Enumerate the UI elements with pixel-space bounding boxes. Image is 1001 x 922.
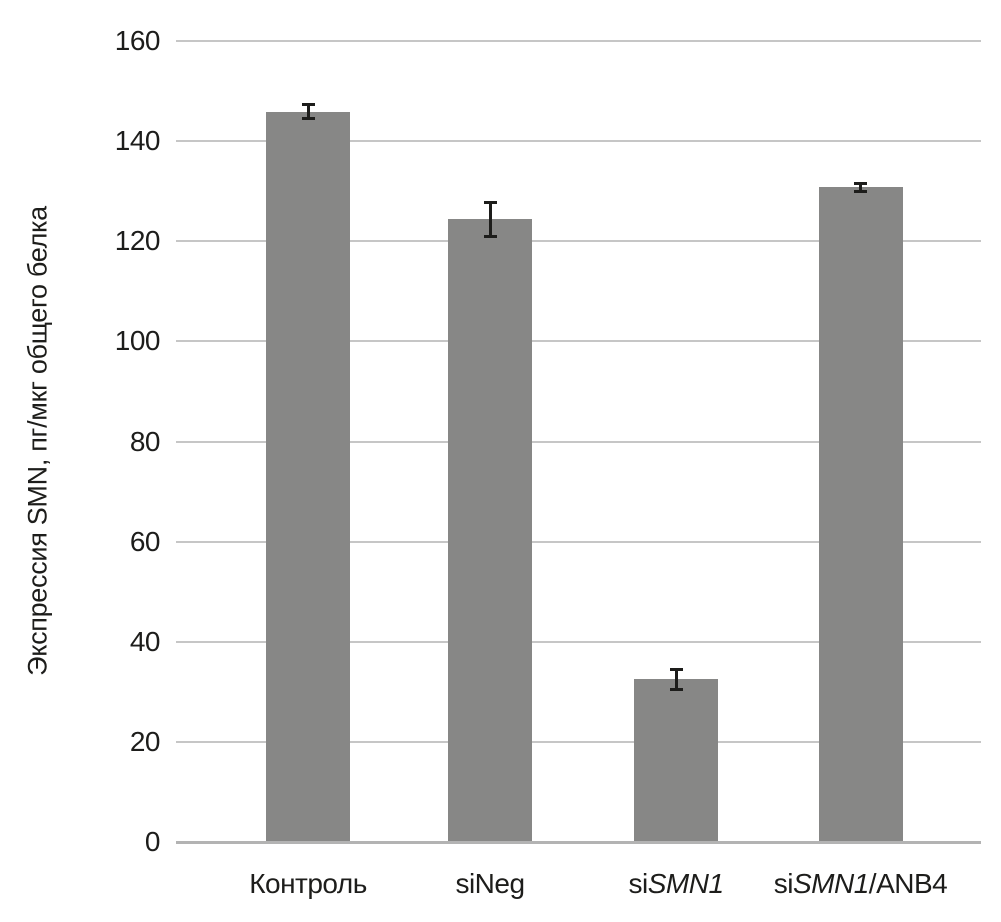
y-tick-label: 160: [114, 25, 161, 56]
y-tick-label: 40: [129, 625, 161, 657]
bar: [818, 187, 903, 842]
error-bar-cap-bottom: [483, 234, 497, 238]
gridline: [176, 740, 981, 743]
y-tick-label: 20: [129, 725, 161, 757]
label-segment: Контроль: [249, 868, 367, 899]
gridline: [176, 140, 981, 143]
x-category-label: siNeg: [370, 868, 610, 900]
error-bar-cap-bottom: [669, 687, 683, 691]
x-category-label: siSMN1/ANB4: [741, 868, 981, 900]
bar: [266, 111, 350, 842]
bar: [634, 679, 718, 842]
y-tick-label: 100: [114, 325, 161, 357]
gridline: [176, 240, 981, 243]
x-axis-line: [176, 841, 981, 844]
gridline: [176, 340, 981, 343]
y-tick-label: 0: [144, 826, 161, 857]
y-tick-label: 120: [114, 225, 161, 257]
gridline: [176, 640, 981, 643]
error-bar-line: [488, 201, 492, 237]
error-bar-cap-bottom: [854, 189, 867, 193]
error-bar-cap-top: [301, 103, 315, 107]
label-segment-italic: SMN1: [647, 868, 724, 899]
plot-area: [176, 40, 981, 844]
y-tick-label: 80: [129, 425, 161, 457]
gridline: [176, 440, 981, 443]
error-bar-line: [859, 182, 862, 192]
label-segment: siNeg: [455, 868, 525, 899]
label-segment-italic: SMN1: [793, 868, 869, 899]
y-tick-label: 60: [129, 525, 161, 557]
label-segment: si: [773, 868, 794, 899]
gridline: [176, 40, 981, 42]
error-bar-cap-top: [483, 200, 497, 204]
error-bar-cap-top: [669, 667, 683, 671]
gridline: [176, 540, 981, 543]
y-tick-label: 140: [114, 125, 161, 157]
x-category-label: Контроль: [188, 868, 428, 900]
error-bar-line: [674, 668, 678, 690]
label-segment: si: [628, 868, 648, 899]
bar: [448, 219, 532, 842]
error-bar-cap-top: [854, 181, 867, 185]
error-bar-cap-bottom: [301, 117, 315, 121]
label-segment: /ANB4: [868, 868, 948, 899]
x-category-label: siSMN1: [556, 868, 796, 900]
error-bar-line: [306, 104, 310, 120]
